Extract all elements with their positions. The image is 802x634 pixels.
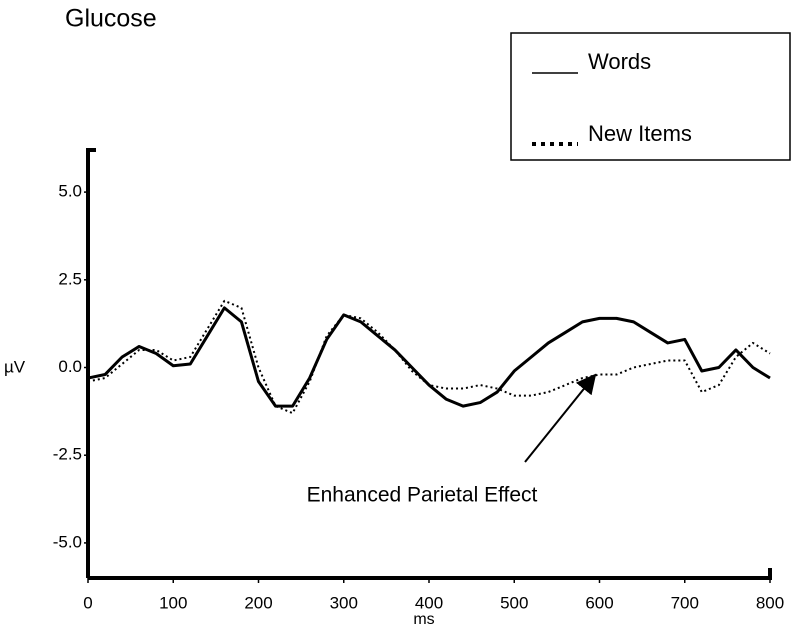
x-tick-label: 200 — [244, 593, 272, 612]
x-tick-label: 500 — [500, 593, 528, 612]
y-tick-label: 0.0 — [58, 357, 82, 376]
x-tick-label: 600 — [585, 593, 613, 612]
x-tick-label: 0 — [83, 593, 92, 612]
y-tick-label: 5.0 — [58, 182, 82, 201]
series-line — [87, 306, 771, 408]
x-axis-label: ms — [413, 611, 434, 628]
x-tick-label: 100 — [159, 593, 187, 612]
y-tick-label: -2.5 — [53, 445, 82, 464]
x-tick-label: 700 — [671, 593, 699, 612]
legend-label: Words — [588, 49, 651, 74]
annotation: Enhanced Parietal Effect — [307, 484, 538, 507]
legend-box — [510, 32, 791, 161]
y-tick-label: -5.0 — [53, 532, 82, 551]
y-axis-label: µV — [4, 357, 26, 376]
y-tick-label: 2.5 — [58, 269, 82, 288]
series-line — [87, 299, 771, 415]
x-tick-label: 300 — [330, 593, 358, 612]
chart-title: Glucose — [65, 5, 157, 33]
x-tick-label: 800 — [756, 593, 784, 612]
annotation-arrow — [524, 373, 597, 463]
legend-label: New Items — [588, 121, 692, 146]
x-tick-label: 400 — [415, 593, 443, 612]
